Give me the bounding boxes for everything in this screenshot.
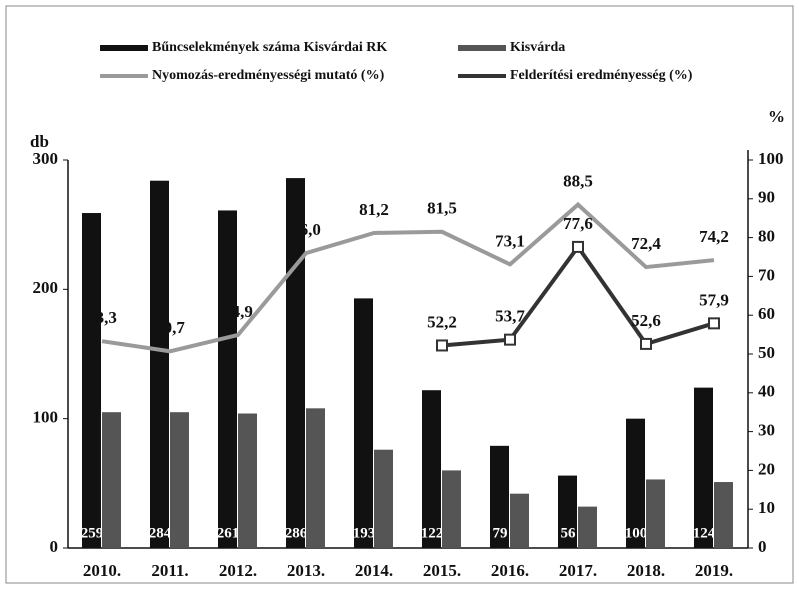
line-value-label: 53,7 (495, 307, 525, 326)
line-value-label: 52,6 (631, 311, 661, 330)
y-tick-label: 300 (33, 149, 59, 168)
x-tick-label: 2014. (355, 561, 393, 580)
line-value-label: 77,6 (563, 214, 593, 233)
bar-value-label: 193 (353, 525, 376, 541)
bar (82, 213, 101, 548)
y2-tick-label: 30 (758, 421, 775, 440)
bar-value-label: 79 (493, 525, 508, 541)
bar-value-label: 259 (81, 525, 104, 541)
marker (640, 337, 652, 350)
bar (170, 412, 189, 548)
line-value-label: 74,2 (699, 227, 729, 246)
y-axis-label: db (30, 132, 49, 151)
bar (238, 413, 257, 548)
y2-tick-label: 0 (758, 537, 767, 556)
line-value-label: 53,3 (87, 308, 117, 327)
x-tick-label: 2017. (559, 561, 597, 580)
legend-swatch (100, 45, 148, 51)
y2-axis-label: % (768, 107, 785, 126)
line-value-label: 76,0 (291, 220, 321, 239)
legend-label: Nyomozás-eredményességi mutató (%) (152, 68, 385, 83)
x-tick-label: 2019. (695, 561, 733, 580)
bar (558, 475, 577, 548)
bar (422, 390, 441, 548)
legend-label: Felderítési eredményesség (%) (510, 68, 693, 83)
x-tick-label: 2012. (219, 561, 257, 580)
line-value-label: 50,7 (155, 318, 185, 337)
x-tick-label: 2016. (491, 561, 529, 580)
bar (102, 412, 121, 548)
legend-label: Bűncselekmények száma Kisvárdai RK (152, 40, 387, 55)
bar-value-label: 56 (561, 525, 577, 541)
bar (306, 408, 325, 548)
y2-tick-label: 70 (758, 265, 775, 284)
bar-value-label: 122 (421, 525, 444, 541)
y2-tick-label: 90 (758, 188, 775, 207)
bar (354, 298, 373, 548)
line-value-label: 81,2 (359, 200, 389, 219)
bar (646, 479, 665, 548)
y2-tick-label: 60 (758, 304, 775, 323)
bar-value-label: 284 (149, 525, 172, 541)
marker (708, 317, 720, 330)
bar (510, 493, 529, 548)
y2-tick-label: 10 (758, 498, 775, 517)
x-tick-label: 2015. (423, 561, 461, 580)
line-value-label: 52,2 (427, 312, 457, 331)
y2-tick-label: 100 (758, 149, 784, 168)
bar (150, 180, 169, 548)
y2-tick-label: 50 (758, 343, 775, 362)
legend-swatch (458, 45, 506, 51)
bar (442, 470, 461, 548)
y-tick-label: 0 (50, 537, 59, 556)
x-tick-label: 2018. (627, 561, 665, 580)
bar (374, 449, 393, 548)
y2-tick-label: 40 (758, 382, 775, 401)
bar (490, 445, 509, 548)
y2-tick-label: 20 (758, 459, 775, 478)
line-value-label: 81,5 (427, 199, 457, 218)
line-value-label: 54,9 (223, 302, 253, 321)
x-tick-label: 2010. (83, 561, 121, 580)
bar (714, 482, 733, 548)
frame (5, 5, 794, 584)
line-value-label: 88,5 (563, 172, 593, 191)
bar-value-label: 100 (625, 525, 648, 541)
y2-tick-label: 80 (758, 227, 775, 246)
line-value-label: 72,4 (631, 234, 661, 253)
legend-label: Kisvárda (510, 40, 565, 55)
marker (504, 333, 516, 346)
line (441, 243, 715, 348)
bar (694, 387, 713, 548)
marker (436, 339, 448, 352)
bar-value-label: 286 (285, 525, 308, 541)
y-tick-label: 200 (33, 278, 59, 297)
line-value-label: 73,1 (495, 231, 525, 250)
bar-value-label: 124 (693, 525, 716, 541)
x-tick-label: 2013. (287, 561, 325, 580)
bar (626, 418, 645, 548)
bar (578, 506, 597, 548)
y-tick-label: 100 (33, 408, 59, 427)
x-tick-label: 2011. (151, 561, 188, 580)
bar-value-label: 261 (217, 525, 240, 541)
line (101, 201, 715, 354)
line-value-label: 57,9 (699, 290, 729, 309)
marker (572, 240, 584, 253)
bar (218, 210, 237, 548)
